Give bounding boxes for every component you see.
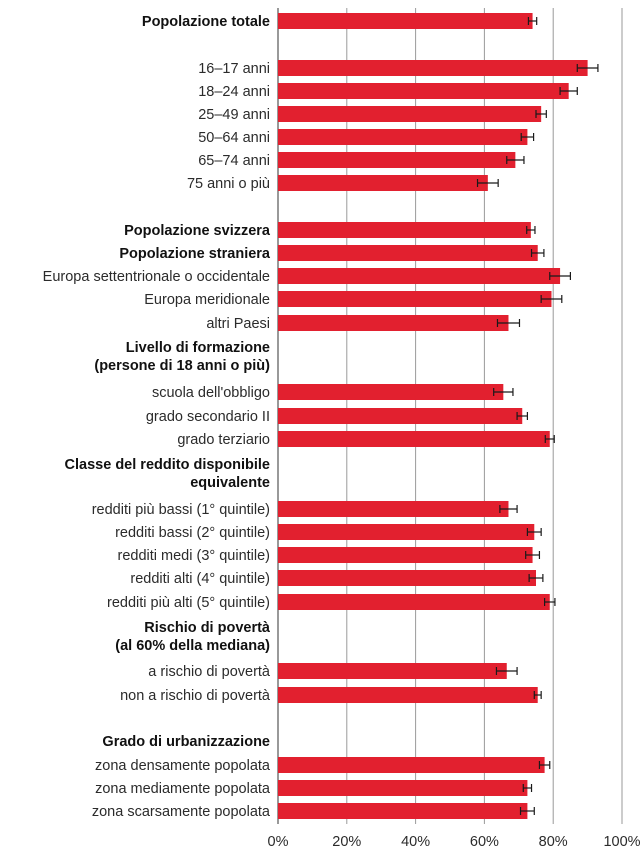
category-label: Europa settentrionale o occidentale: [43, 269, 270, 285]
category-label: zona mediamente popolata: [95, 781, 271, 797]
category-label: grado secondario II: [146, 409, 270, 425]
category-label: Grado di urbanizzazione: [102, 734, 270, 750]
category-label-line2: (persone di 18 anni o più): [94, 358, 270, 374]
category-label: zona densamente popolata: [95, 758, 271, 774]
category-label: Livello di formazione: [126, 340, 270, 356]
error-bar: [527, 17, 538, 25]
category-label-line2: (al 60% della mediana): [115, 638, 270, 654]
category-label: 25–49 anni: [198, 107, 270, 123]
error-bar: [576, 64, 599, 72]
bar: [278, 663, 507, 679]
bar: [278, 803, 528, 819]
bar: [278, 501, 509, 517]
bar: [278, 222, 531, 238]
error-bar: [499, 505, 518, 513]
error-bar: [520, 133, 535, 141]
error-bar: [540, 295, 563, 303]
error-bar: [535, 110, 547, 118]
error-bar: [533, 691, 542, 699]
error-bar: [519, 807, 535, 815]
category-label: non a rischio di povertà: [120, 688, 271, 704]
bar: [278, 780, 528, 796]
x-tick-label: 0%: [268, 834, 289, 850]
bars: [278, 13, 588, 819]
error-bar: [495, 667, 518, 675]
error-bar: [522, 784, 533, 792]
bar: [278, 83, 569, 99]
bar: [278, 757, 545, 773]
bar: [278, 594, 550, 610]
bar: [278, 431, 550, 447]
category-label: 75 anni o più: [187, 176, 270, 192]
bar: [278, 245, 538, 261]
error-bar: [528, 574, 544, 582]
x-tick-label: 20%: [332, 834, 361, 850]
error-bar: [543, 598, 556, 606]
bar: [278, 152, 516, 168]
error-bar: [476, 179, 499, 187]
error-bar: [525, 551, 541, 559]
error-bar: [538, 761, 551, 769]
category-label: a rischio di povertà: [148, 664, 271, 680]
category-label: redditi medi (3° quintile): [118, 548, 270, 564]
error-bars: [476, 17, 599, 815]
category-label: Popolazione totale: [142, 14, 270, 30]
error-bar: [544, 435, 555, 443]
category-label: 18–24 anni: [198, 84, 270, 100]
x-axis-ticks: 0% 20% 40% 60% 80% 100%: [268, 834, 641, 850]
category-label: Classe del reddito disponibile: [65, 457, 270, 473]
category-label: Popolazione svizzera: [124, 223, 271, 239]
x-tick-label: 60%: [470, 834, 499, 850]
category-label: 16–17 anni: [198, 61, 270, 77]
x-tick-label: 100%: [603, 834, 640, 850]
bar: [278, 547, 533, 563]
error-bar: [506, 156, 525, 164]
category-label-line2: equivalente: [190, 475, 270, 491]
error-bar: [526, 528, 542, 536]
category-label: Rischio di povertà: [144, 620, 271, 636]
bar: [278, 408, 523, 424]
error-bar: [516, 412, 529, 420]
error-bar: [526, 226, 536, 234]
bar: [278, 687, 538, 703]
category-label: 50–64 anni: [198, 130, 270, 146]
bar: [278, 291, 552, 307]
category-label: redditi alti (4° quintile): [130, 571, 270, 587]
x-tick-label: 80%: [539, 834, 568, 850]
bar: [278, 129, 528, 145]
category-label: redditi più alti (5° quintile): [107, 595, 270, 611]
bar: [278, 384, 504, 400]
bar: [278, 524, 535, 540]
category-label: scuola dell'obbligo: [152, 385, 270, 401]
error-bar: [493, 388, 514, 396]
category-label: altri Paesi: [206, 316, 270, 332]
category-label: 65–74 anni: [198, 153, 270, 169]
bar: [278, 13, 533, 29]
category-label: Popolazione straniera: [119, 246, 271, 262]
bar: [278, 268, 561, 284]
bar: [278, 106, 542, 122]
bar: [278, 570, 536, 586]
bar: [278, 175, 488, 191]
category-label: grado terziario: [177, 432, 270, 448]
category-label: zona scarsamente popolata: [92, 804, 271, 820]
bar: [278, 315, 509, 331]
category-labels: Popolazione totale 16–17 anni 18–24 anni 25…: [43, 14, 271, 820]
error-bar: [549, 272, 572, 280]
error-bar: [559, 87, 578, 95]
category-label: Europa meridionale: [144, 292, 270, 308]
error-bar: [496, 319, 521, 327]
category-label: redditi più bassi (1° quintile): [92, 502, 270, 518]
bar: [278, 60, 588, 76]
category-label: redditi bassi (2° quintile): [115, 525, 270, 541]
x-tick-label: 40%: [401, 834, 430, 850]
error-bar: [530, 249, 545, 257]
